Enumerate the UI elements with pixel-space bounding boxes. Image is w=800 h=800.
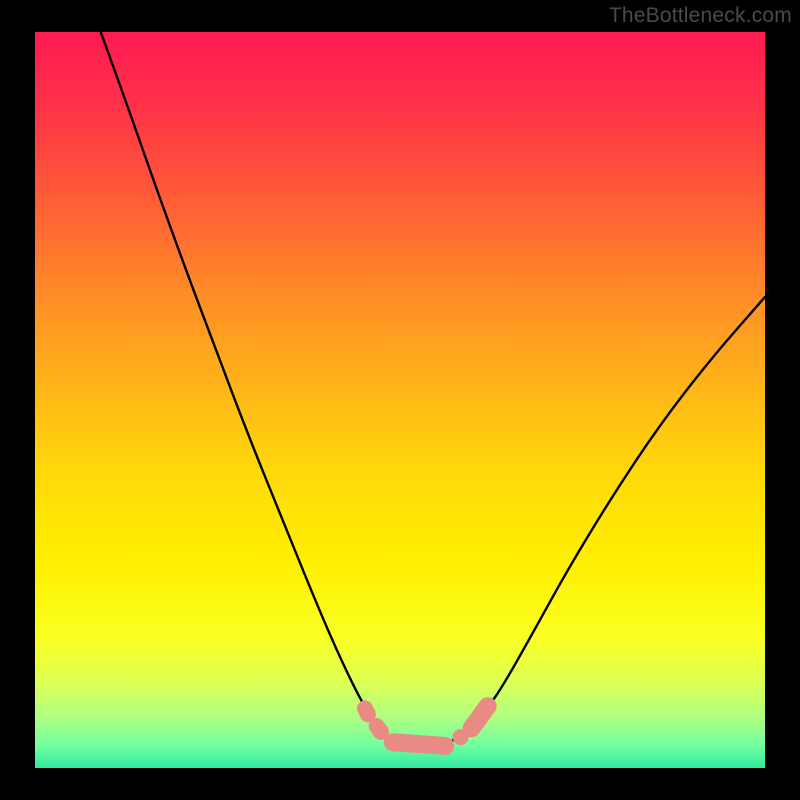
chart-container: TheBottleneck.com (0, 0, 800, 800)
watermark-text: TheBottleneck.com (609, 4, 792, 28)
bottleneck-chart (0, 0, 800, 800)
